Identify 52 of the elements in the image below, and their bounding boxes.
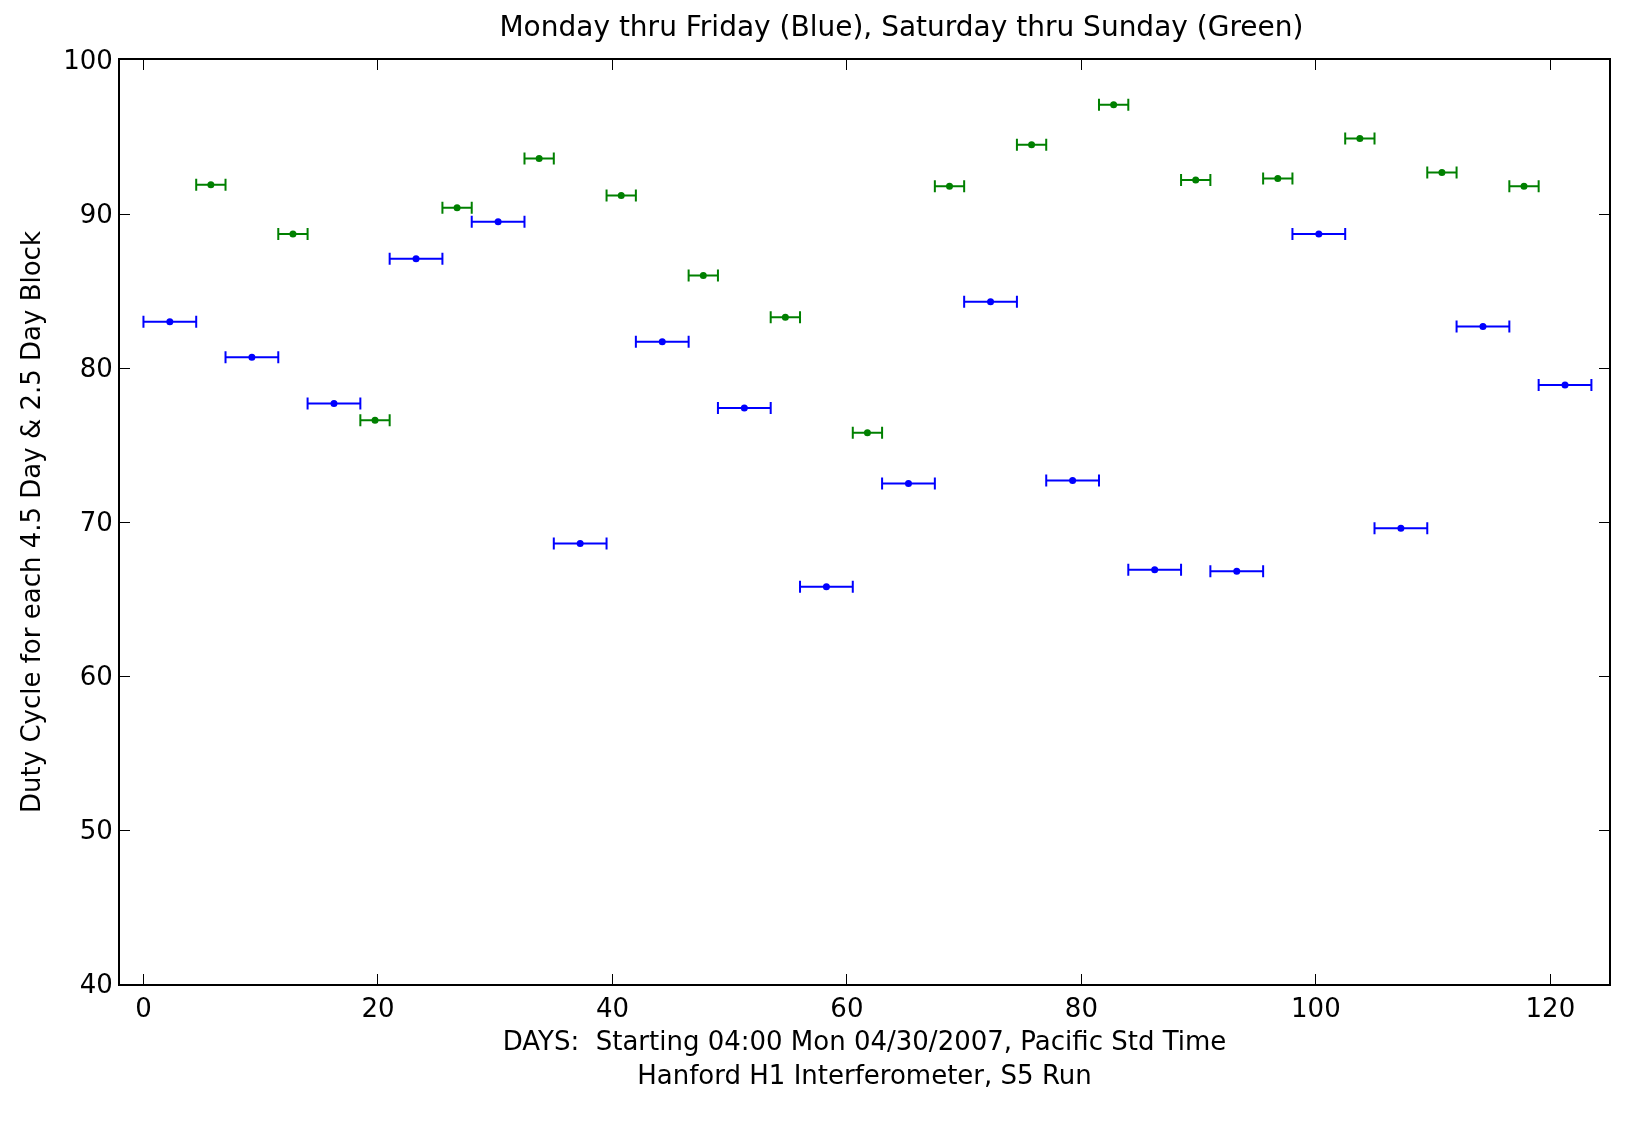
point bbox=[699, 272, 707, 280]
point bbox=[658, 338, 666, 346]
point bbox=[1192, 176, 1200, 184]
point bbox=[617, 192, 625, 200]
point bbox=[535, 155, 543, 163]
point bbox=[904, 480, 912, 487]
point bbox=[1479, 322, 1487, 330]
point bbox=[1561, 381, 1569, 389]
point bbox=[494, 218, 502, 226]
point bbox=[1315, 230, 1323, 238]
point bbox=[822, 583, 830, 591]
y-axis-title: Duty Cycle for each 4.5 Day & 2.5 Day Block bbox=[16, 231, 47, 813]
point bbox=[453, 204, 461, 212]
x-axis-title: DAYS: Starting 04:00 Mon 04/30/2007, Pacific Std Time Hanford H1 Interferometer, S5 Run bbox=[502, 1026, 1227, 1091]
point bbox=[248, 353, 256, 361]
x-tick-label: 40 bbox=[595, 993, 629, 1024]
y-tick-label: 50 bbox=[79, 815, 113, 846]
chart-title: Monday thru Friday (Blue), Saturday thru Sunday (Green) bbox=[499, 10, 1304, 44]
point bbox=[330, 399, 338, 407]
point bbox=[781, 313, 789, 321]
y-tick-label: 70 bbox=[79, 507, 113, 538]
x-tick-label: 100 bbox=[1291, 993, 1341, 1024]
point bbox=[1520, 182, 1528, 190]
point bbox=[412, 255, 420, 263]
x-tick-label: 60 bbox=[830, 993, 864, 1024]
point bbox=[946, 182, 953, 190]
point bbox=[1274, 175, 1282, 183]
point bbox=[1028, 141, 1036, 149]
x-tick-label: 120 bbox=[1525, 993, 1576, 1024]
point bbox=[207, 181, 215, 189]
y-tick-label: 40 bbox=[79, 969, 113, 1000]
point bbox=[1356, 135, 1364, 143]
point bbox=[371, 416, 379, 424]
x-tick-label: 20 bbox=[361, 993, 395, 1024]
y-tick-label: 80 bbox=[79, 353, 113, 384]
y-tick-label: 60 bbox=[79, 661, 113, 692]
point bbox=[987, 298, 995, 306]
point bbox=[1151, 566, 1159, 574]
point bbox=[1110, 101, 1118, 109]
y-tick-label: 100 bbox=[63, 45, 113, 76]
y-tick-label: 90 bbox=[79, 199, 113, 230]
x-tick-label: 80 bbox=[1064, 993, 1098, 1024]
point bbox=[576, 540, 584, 548]
point bbox=[1069, 476, 1077, 484]
point bbox=[863, 429, 871, 437]
x-tick-label: 0 bbox=[135, 993, 152, 1024]
point bbox=[1438, 168, 1446, 176]
point bbox=[166, 318, 174, 326]
point bbox=[1397, 524, 1405, 532]
point bbox=[1233, 567, 1241, 575]
point bbox=[289, 230, 297, 238]
point bbox=[740, 404, 748, 412]
